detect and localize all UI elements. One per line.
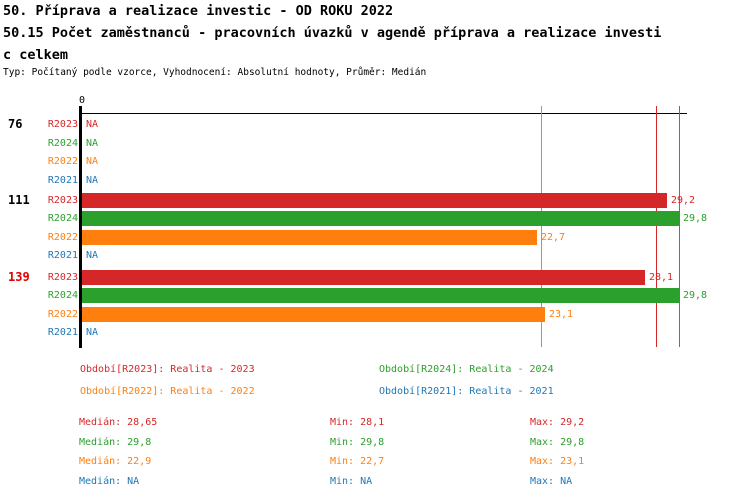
bar-chart-plot: 0 76 R2023 NA R2024 NA R2022 NA R2021 NA 111 R2023 2…: [8, 95, 708, 348]
min-stat-r2024: Min: 29,8: [330, 436, 385, 448]
median-reference-line-r2022: [541, 106, 542, 347]
median-stat-r2021: Medián: NA: [79, 475, 140, 487]
report-subtitle-wrap: c celkem: [3, 47, 69, 63]
bar-value-label: 23,1: [549, 308, 574, 320]
median-stat-r2022: Medián: 22,9: [79, 456, 152, 467]
group-label-76: 76: [8, 117, 23, 131]
value-bar-r2023: [82, 269, 645, 285]
series-row-label-r2021: R2021: [47, 174, 78, 186]
bar-value-label: 29,8: [683, 213, 708, 224]
na-value-label: NA: [86, 250, 99, 261]
legend-item-r2021: Období[R2021]: Realita - 2021: [379, 386, 554, 397]
series-row-label-r2022: R2022: [47, 308, 78, 320]
min-stat-r2023: Min: 28,1: [330, 417, 385, 428]
na-value-label: NA: [86, 119, 99, 130]
legend-item-r2024: Období[R2024]: Realita - 2024: [379, 364, 554, 375]
series-row-label-r2023: R2023: [47, 119, 78, 130]
bar-value-label: 29,8: [683, 290, 708, 301]
chart-legend: Období[R2023]: Realita - 2023 Období[R202…: [0, 355, 750, 405]
series-row-label-r2023: R2023: [47, 194, 78, 206]
series-row-label-r2021: R2021: [47, 250, 78, 261]
max-stat-r2023: Max: 29,2: [530, 417, 585, 428]
max-stat-r2021: Max: NA: [530, 475, 573, 487]
series-row-label-r2022: R2022: [47, 156, 78, 167]
value-bar-r2023: [82, 192, 667, 208]
series-row-label-r2024: R2024: [47, 137, 78, 149]
group-label-111: 111: [8, 192, 30, 207]
series-row-label-r2022: R2022: [47, 231, 78, 243]
bar-value-label: 28,1: [649, 271, 674, 283]
na-value-label: NA: [86, 156, 99, 167]
report-subtitle: 50.15 Počet zaměstnanců - pracovních úva…: [3, 25, 662, 41]
median-reference-line-r2023: [656, 106, 657, 347]
legend-item-r2022: Období[R2022]: Realita - 2022: [80, 386, 255, 397]
group-label-139: 139: [8, 269, 30, 284]
x-axis-origin-tick: 0: [78, 95, 86, 106]
max-stat-r2022: Max: 23,1: [530, 456, 585, 467]
report-title: 50. Příprava a realizace investic - OD R…: [3, 3, 394, 19]
min-stat-r2021: Min: NA: [330, 475, 373, 487]
x-axis-top-line: [79, 113, 687, 114]
median-reference-line-r2024: [679, 106, 680, 347]
value-bar-r2022: [82, 306, 545, 322]
series-row-label-r2024: R2024: [47, 290, 78, 301]
value-bar-r2024: [82, 211, 679, 226]
chart-stats: Medián: 28,65 Min: 28,1 Max: 29,2 Medián: 2…: [0, 408, 750, 498]
value-bar-r2024: [82, 288, 679, 303]
max-stat-r2024: Max: 29,8: [530, 436, 585, 448]
na-value-label: NA: [86, 137, 99, 149]
report-meta: Typ: Počítaný podle vzorce, Vyhodnocení:…: [3, 67, 427, 78]
legend-item-r2023: Období[R2023]: Realita - 2023: [80, 364, 255, 375]
series-row-label-r2023: R2023: [47, 271, 78, 283]
y-axis-line: [79, 106, 82, 348]
bar-value-label: 29,2: [671, 194, 696, 206]
na-value-label: NA: [86, 327, 99, 338]
bar-value-label: 22,7: [541, 231, 566, 243]
na-value-label: NA: [86, 174, 99, 186]
median-stat-r2023: Medián: 28,65: [79, 417, 158, 428]
value-bar-r2022: [82, 229, 537, 245]
series-row-label-r2024: R2024: [47, 213, 78, 224]
min-stat-r2022: Min: 22,7: [330, 456, 385, 467]
series-row-label-r2021: R2021: [47, 327, 78, 338]
median-stat-r2024: Medián: 29,8: [79, 436, 152, 448]
